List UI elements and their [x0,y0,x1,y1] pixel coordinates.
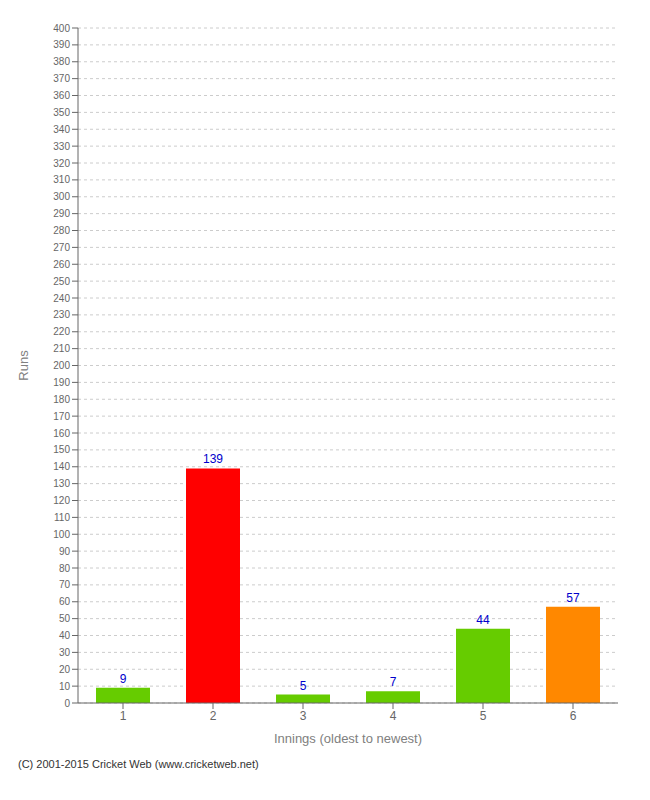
svg-text:10: 10 [59,681,71,692]
html-text:(C) 2001-2015 Cricket Web (www: (C) 2001-2015 Cricket Web (www.cricketwe… [18,758,259,770]
svg-text:210: 210 [53,343,70,354]
svg-text:110: 110 [54,512,70,523]
svg-text:50: 50 [59,613,71,624]
svg-text:3: 3 [300,709,307,723]
svg-text:330: 330 [53,141,70,152]
svg-text:340: 340 [53,124,70,135]
svg-text:90: 90 [59,546,71,557]
svg-text:320: 320 [53,158,70,169]
svg-text:350: 350 [53,107,70,118]
svg-text:40: 40 [59,630,71,641]
svg-text:7: 7 [390,675,397,689]
svg-text:240: 240 [53,293,70,304]
svg-text:270: 270 [53,242,70,253]
svg-text:1: 1 [120,709,127,723]
svg-text:390: 390 [53,39,70,50]
svg-text:250: 250 [53,276,70,287]
svg-text:130: 130 [53,478,70,489]
svg-text:139: 139 [203,452,223,466]
svg-text:2: 2 [210,709,217,723]
svg-text:5: 5 [480,709,487,723]
svg-text:200: 200 [53,360,70,371]
svg-text:57: 57 [566,591,580,605]
svg-text:380: 380 [53,56,70,67]
svg-text:44: 44 [476,613,490,627]
svg-text:150: 150 [53,444,70,455]
svg-text:230: 230 [53,309,70,320]
svg-text:4: 4 [390,709,397,723]
svg-text:30: 30 [59,647,71,658]
svg-text:220: 220 [53,326,70,337]
svg-text:160: 160 [53,428,70,439]
svg-text:80: 80 [59,563,71,574]
svg-text:Runs: Runs [16,350,31,381]
svg-text:140: 140 [53,461,70,472]
svg-text:0: 0 [64,698,70,709]
svg-text:300: 300 [53,191,70,202]
svg-text:6: 6 [570,709,577,723]
svg-text:360: 360 [53,90,70,101]
svg-text:290: 290 [53,208,70,219]
svg-text:100: 100 [53,529,70,540]
svg-text:Innings (oldest to newest): Innings (oldest to newest) [274,731,422,746]
svg-text:60: 60 [59,596,71,607]
svg-text:180: 180 [53,394,70,405]
svg-text:9: 9 [120,672,127,686]
svg-text:310: 310 [53,174,70,185]
svg-text:370: 370 [53,73,70,84]
svg-text:5: 5 [300,679,307,693]
svg-text:190: 190 [53,377,70,388]
svg-text:70: 70 [59,579,71,590]
svg-text:260: 260 [53,259,70,270]
svg-text:20: 20 [59,664,71,675]
svg-text:400: 400 [53,23,70,34]
svg-text:170: 170 [53,411,70,422]
svg-text:120: 120 [53,495,70,506]
svg-text:280: 280 [53,225,70,236]
